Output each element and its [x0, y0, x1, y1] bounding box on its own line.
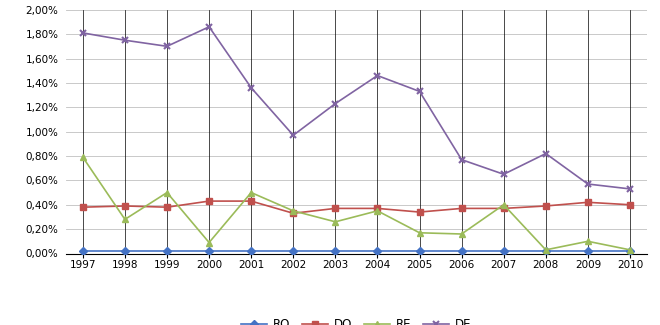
- DO: [374, 206, 381, 210]
- RO: [289, 249, 297, 253]
- DO: [248, 199, 255, 203]
- DE: [121, 38, 129, 42]
- RO: [416, 249, 424, 253]
- RO: [331, 249, 339, 253]
- RE: [457, 232, 465, 236]
- DO: [542, 204, 550, 208]
- RE: [542, 248, 550, 252]
- RE: [163, 190, 171, 194]
- RE: [289, 209, 297, 213]
- RE: [626, 248, 634, 252]
- DO: [584, 200, 592, 204]
- RO: [457, 249, 465, 253]
- Line: RO: RO: [80, 248, 633, 254]
- DO: [163, 205, 171, 209]
- DO: [457, 206, 465, 210]
- DO: [331, 206, 339, 210]
- DE: [584, 182, 592, 186]
- Line: DE: DE: [79, 23, 634, 192]
- RO: [500, 249, 508, 253]
- DE: [289, 133, 297, 137]
- RE: [416, 231, 424, 235]
- RO: [374, 249, 381, 253]
- RO: [79, 249, 87, 253]
- DE: [416, 89, 424, 93]
- DE: [248, 86, 255, 90]
- RO: [248, 249, 255, 253]
- DO: [79, 205, 87, 209]
- DE: [374, 74, 381, 78]
- RO: [542, 249, 550, 253]
- RO: [121, 249, 129, 253]
- RE: [584, 239, 592, 243]
- DO: [626, 203, 634, 207]
- RE: [121, 217, 129, 221]
- DO: [121, 204, 129, 208]
- DE: [163, 44, 171, 48]
- RO: [584, 249, 592, 253]
- RE: [205, 240, 213, 244]
- DE: [457, 158, 465, 162]
- RE: [331, 220, 339, 224]
- DO: [205, 199, 213, 203]
- DO: [500, 206, 508, 210]
- DE: [626, 187, 634, 191]
- Line: DO: DO: [80, 198, 633, 216]
- RO: [163, 249, 171, 253]
- RE: [248, 190, 255, 194]
- DE: [79, 31, 87, 35]
- Legend: RO, DO, RE, DE: RO, DO, RE, DE: [236, 313, 477, 325]
- DE: [205, 25, 213, 29]
- Line: RE: RE: [79, 154, 634, 253]
- DE: [542, 151, 550, 156]
- RO: [626, 249, 634, 253]
- RE: [374, 209, 381, 213]
- DE: [500, 172, 508, 176]
- DO: [289, 211, 297, 215]
- DE: [331, 102, 339, 106]
- DO: [416, 210, 424, 214]
- RE: [500, 203, 508, 207]
- RE: [79, 155, 87, 159]
- RO: [205, 249, 213, 253]
